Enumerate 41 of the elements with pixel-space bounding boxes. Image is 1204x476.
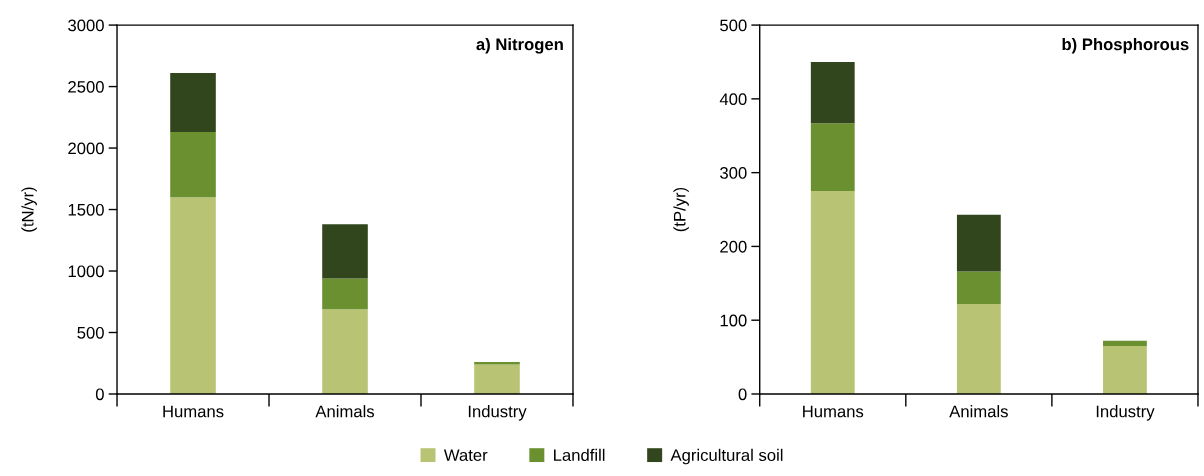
y-tick-label: 0 [738, 388, 747, 401]
bar [170, 132, 216, 198]
bar [1103, 346, 1147, 394]
bar [170, 197, 216, 394]
bar [322, 224, 368, 279]
bar [810, 61, 855, 124]
text: a) Nitrogen [476, 38, 563, 54]
bar [322, 309, 368, 394]
y-tick-label: 300 [720, 167, 747, 179]
bar [956, 303, 1001, 394]
y-tick-label: 500 [720, 19, 747, 32]
y-tick-label: 500 [77, 326, 104, 339]
y-tick-label: 1500 [68, 203, 104, 216]
x-tick-label: Animals [315, 405, 375, 418]
x-tick-label: Industry [468, 405, 527, 421]
y-tick-label: 0 [95, 388, 104, 401]
y-tick-label: 1000 [68, 265, 104, 278]
y-axis-title: (tN/yr) [21, 187, 37, 232]
y-tick-label: 3000 [68, 19, 104, 32]
text: b) Phosphorous [1062, 38, 1189, 54]
legend-label: Water [443, 449, 488, 462]
y-tick-label: 200 [720, 240, 747, 253]
x-tick-label: Industry [1096, 405, 1155, 421]
bar [1103, 340, 1147, 347]
x-tick-label: Animals [949, 405, 1008, 418]
bar [474, 364, 520, 394]
legend-label: Agricultural soil [670, 448, 783, 465]
y-tick-label: 2500 [68, 80, 104, 93]
bar [322, 278, 368, 310]
y-tick-label: 100 [720, 314, 747, 327]
y-axis-title: (tP/yr) [673, 187, 689, 232]
x-tick-label: Humans [163, 405, 224, 418]
x-tick-label: Humans [803, 405, 864, 418]
bar [810, 123, 855, 192]
y-tick-label: 2000 [68, 142, 104, 155]
y-tick-label: 400 [719, 93, 747, 106]
bar [956, 271, 1001, 304]
bar [810, 191, 855, 394]
bar [170, 73, 216, 133]
bar [956, 214, 1001, 272]
legend-label: Landfill [554, 448, 605, 462]
